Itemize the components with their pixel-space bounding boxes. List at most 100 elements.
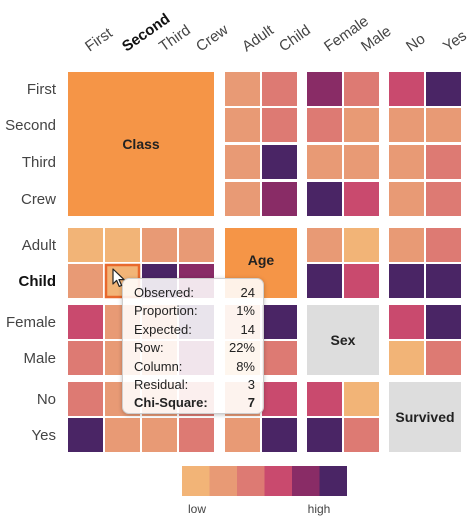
heatmap-cell[interactable] bbox=[225, 72, 260, 106]
legend-swatch bbox=[292, 466, 320, 496]
tooltip-key: Column: bbox=[134, 358, 183, 374]
tooltip-value: 22% bbox=[228, 340, 255, 356]
heatmap-cell[interactable] bbox=[105, 418, 140, 452]
heatmap-cell[interactable] bbox=[426, 341, 461, 375]
heatmap-cell[interactable] bbox=[262, 72, 297, 106]
heatmap-cell[interactable] bbox=[344, 228, 379, 262]
tooltip-value: 7 bbox=[247, 395, 255, 411]
heatmap-cell[interactable] bbox=[307, 182, 342, 216]
tooltip-key: Expected: bbox=[134, 321, 192, 337]
legend-swatch bbox=[319, 466, 347, 496]
tooltip-key: Observed: bbox=[134, 285, 194, 300]
heatmap-cell[interactable] bbox=[426, 108, 461, 142]
heatmap-cell[interactable] bbox=[225, 108, 260, 142]
heatmap-cell[interactable] bbox=[307, 108, 342, 142]
tooltip-row: Proportion: 1% bbox=[134, 302, 255, 320]
heatmap-cell[interactable] bbox=[179, 418, 214, 452]
heatmap-cell[interactable] bbox=[68, 382, 103, 416]
column-label: Adult bbox=[239, 21, 277, 55]
row-label: Second bbox=[5, 117, 56, 134]
heatmap-cell[interactable] bbox=[344, 108, 379, 142]
row-label: Child bbox=[19, 273, 57, 290]
heatmap-cell[interactable] bbox=[307, 228, 342, 262]
heatmap-cell[interactable] bbox=[142, 228, 177, 262]
heatmap-cell[interactable] bbox=[389, 182, 424, 216]
heatmap-cell[interactable] bbox=[262, 182, 297, 216]
legend-swatch bbox=[182, 466, 210, 496]
heatmap-cell[interactable] bbox=[68, 305, 103, 339]
column-label: Crew bbox=[193, 21, 232, 55]
tooltip-row: Residual: 3 bbox=[134, 376, 255, 394]
heatmap-cell[interactable] bbox=[389, 72, 424, 106]
heatmap-cell[interactable] bbox=[344, 182, 379, 216]
heatmap-cell[interactable] bbox=[262, 418, 297, 452]
heatmap-cell[interactable] bbox=[389, 108, 424, 142]
heatmap-cell[interactable] bbox=[225, 418, 260, 452]
heatmap-cell[interactable] bbox=[426, 305, 461, 339]
tooltip-key: Row: bbox=[134, 340, 164, 356]
heatmap-cell[interactable] bbox=[307, 145, 342, 179]
heatmap-cell[interactable] bbox=[262, 382, 297, 416]
heatmap-cell[interactable] bbox=[262, 108, 297, 142]
row-label: First bbox=[27, 81, 57, 98]
heatmap-cell[interactable] bbox=[426, 182, 461, 216]
heatmap-cell[interactable] bbox=[389, 305, 424, 339]
heatmap-cell[interactable] bbox=[389, 228, 424, 262]
heatmap-cell[interactable] bbox=[68, 341, 103, 375]
variable-boxes: Class Age Sex Survived bbox=[68, 72, 461, 452]
heatmap-cell[interactable] bbox=[307, 418, 342, 452]
heatmap-cell[interactable] bbox=[426, 72, 461, 106]
legend-high-label: high bbox=[308, 502, 331, 516]
tooltip-value: 1% bbox=[236, 303, 255, 319]
row-label: Yes bbox=[32, 427, 56, 444]
heatmap-cell[interactable] bbox=[68, 264, 103, 298]
column-label: No bbox=[403, 30, 428, 55]
heatmap-cell[interactable] bbox=[105, 228, 140, 262]
cell-tooltip: Observed: 24 Proportion: 1% Expected: 14 Row: 2… bbox=[122, 278, 264, 414]
heatmap-cell[interactable] bbox=[225, 182, 260, 216]
heatmap-cell[interactable] bbox=[225, 145, 260, 179]
heatmap-cell[interactable] bbox=[142, 418, 177, 452]
legend-swatch bbox=[237, 466, 265, 496]
heatmap-cell[interactable] bbox=[426, 145, 461, 179]
column-label: Yes bbox=[440, 27, 470, 55]
tooltip-row: Column: 8% bbox=[134, 358, 255, 376]
heatmap-cell[interactable] bbox=[344, 382, 379, 416]
row-label: Adult bbox=[22, 237, 57, 254]
color-legend: low high bbox=[182, 466, 347, 516]
heatmap-cell[interactable] bbox=[426, 264, 461, 298]
variable-box bbox=[307, 305, 379, 375]
tooltip-value: 14 bbox=[240, 321, 255, 337]
heatmap-cell[interactable] bbox=[344, 145, 379, 179]
heatmap-cell[interactable] bbox=[344, 264, 379, 298]
heatmap-cell[interactable] bbox=[344, 418, 379, 452]
row-label: Third bbox=[22, 154, 56, 171]
heatmap-cell[interactable] bbox=[389, 145, 424, 179]
heatmap-cell[interactable] bbox=[344, 72, 379, 106]
heatmap-cell[interactable] bbox=[262, 305, 297, 339]
heatmap-cell[interactable] bbox=[307, 72, 342, 106]
tooltip-row: Observed: 24 bbox=[134, 284, 255, 302]
tooltip-key: Proportion: bbox=[134, 303, 198, 319]
heatmap-cell[interactable] bbox=[426, 228, 461, 262]
legend-low-label: low bbox=[188, 502, 206, 516]
heatmap-cell[interactable] bbox=[262, 145, 297, 179]
tooltip-key: Chi-Square: bbox=[134, 395, 208, 411]
heatmap-cell[interactable] bbox=[389, 341, 424, 375]
heatmap-cell[interactable] bbox=[68, 418, 103, 452]
heatmap-cell[interactable] bbox=[307, 382, 342, 416]
heatmap-cell[interactable] bbox=[68, 228, 103, 262]
heatmap-cell[interactable] bbox=[307, 264, 342, 298]
heatmap-cell[interactable] bbox=[389, 264, 424, 298]
tooltip-key: Residual: bbox=[134, 377, 189, 393]
tooltip-value: 8% bbox=[236, 358, 255, 374]
row-label: Female bbox=[6, 314, 56, 331]
variable-box bbox=[389, 382, 461, 452]
mouse-pointer-icon bbox=[112, 268, 125, 287]
heatmap-cell[interactable] bbox=[179, 228, 214, 262]
variable-label: Sex bbox=[331, 332, 356, 348]
row-label: Crew bbox=[21, 191, 56, 208]
heatmap-cell[interactable] bbox=[262, 341, 297, 375]
